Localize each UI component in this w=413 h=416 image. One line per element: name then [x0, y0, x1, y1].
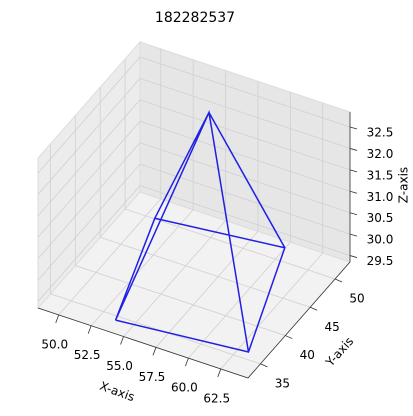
x-axis-label: X-axis [98, 379, 137, 404]
grid-line [139, 78, 351, 149]
tick-mark [260, 363, 268, 368]
z-tick-label: 32.5 [367, 126, 394, 140]
grid-line [37, 185, 141, 302]
grid-line [139, 185, 351, 256]
tick-mark [120, 336, 124, 345]
z-tick-label: 32.0 [367, 147, 394, 161]
x-tick-label: 62.5 [203, 391, 230, 405]
z-axis-label: Z-axis [397, 167, 411, 203]
grid-line [123, 220, 226, 337]
x-tick-label: 57.5 [139, 370, 166, 384]
y-tick-label: 35 [275, 376, 290, 390]
x-tick-label: 50.0 [41, 337, 68, 351]
z-tick-label: 29.5 [367, 254, 394, 268]
grid-line [50, 293, 261, 365]
tick-mark [55, 314, 60, 324]
grid-line [139, 163, 351, 235]
x-tick-label: 52.5 [74, 348, 101, 362]
x-tick-label: 55.0 [106, 359, 133, 373]
tick-mark [217, 368, 222, 378]
grid-line [37, 142, 141, 259]
tick-mark [349, 148, 358, 151]
grid-line [139, 120, 351, 192]
tick-mark [349, 190, 358, 194]
grid-line [37, 121, 141, 238]
tick-mark [184, 357, 189, 367]
tick-mark [349, 233, 358, 237]
z-tick-label: 30.5 [367, 211, 394, 225]
axis-line [247, 261, 351, 379]
y-axis-label: Y-axis [322, 334, 356, 370]
tick-mark [87, 325, 92, 334]
grid-line [58, 198, 162, 316]
grid-line [139, 56, 351, 128]
z-tick-label: 30.0 [367, 233, 394, 247]
y-tick-label: 50 [349, 291, 364, 305]
tick-mark [349, 169, 358, 173]
x-tick-label: 60.0 [171, 381, 198, 395]
grid-line [37, 163, 141, 281]
grid-line [139, 99, 351, 171]
tick-mark [152, 347, 157, 356]
tick-mark [349, 126, 358, 130]
tick-mark [349, 255, 358, 258]
tick-mark [349, 212, 358, 216]
tick-mark [285, 335, 293, 339]
axis-line [37, 307, 249, 379]
grid-line [90, 209, 194, 326]
z-tick-label: 31.0 [367, 190, 394, 204]
y-tick-label: 40 [300, 348, 315, 362]
chart-title: 182282537 [155, 10, 235, 26]
tick-mark [334, 278, 343, 283]
y-tick-label: 45 [325, 320, 340, 334]
grid-line [37, 78, 141, 195]
grid-line [37, 99, 141, 217]
tick-mark [310, 306, 318, 311]
grid-line [75, 265, 286, 336]
line-3d [114, 109, 286, 353]
grid-line [37, 56, 141, 174]
z-tick-label: 31.5 [367, 168, 394, 182]
grid-line [155, 231, 259, 348]
grid-line [100, 236, 311, 308]
